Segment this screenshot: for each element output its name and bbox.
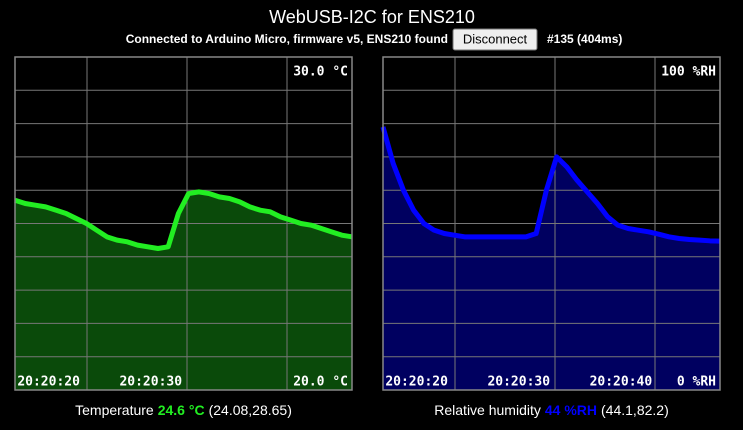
readout: Relative humidity 44 %RH (44.1,82.2) (434, 402, 668, 418)
line (380, 126, 721, 244)
area-fill (15, 191, 352, 390)
counter: #135 (404ms) (547, 32, 622, 46)
status: Connected to Arduino Micro, firmware v5,… (126, 32, 448, 46)
area-fill (383, 126, 720, 391)
x-tick-label: 20:20:40 (590, 375, 653, 390)
line (14, 189, 353, 251)
disconnect-button[interactable] (452, 28, 538, 51)
y-tick-label: 20.0 °C (293, 375, 348, 390)
button-label[interactable]: Disconnect (463, 31, 528, 46)
y-tick-label: 0 %RH (677, 375, 716, 390)
readout-label: Temperature (75, 402, 154, 418)
title: WebUSB-I2C for ENS210 (269, 7, 475, 27)
readout-label: Relative humidity (434, 402, 541, 418)
plot-border (14, 56, 353, 391)
readout-value: 24.6 °C (158, 402, 205, 418)
y-tick-label: 30.0 °C (293, 65, 348, 80)
x-tick-label: 20:20:20 (385, 375, 448, 390)
readout-range: (24.08,28.65) (209, 402, 292, 418)
plot-border (382, 56, 721, 391)
x-tick-label: 20:20:30 (487, 375, 550, 390)
y-tick-label: 100 %RH (661, 65, 716, 80)
readout-value: 44 %RH (545, 402, 597, 418)
readout-range: (44.1,82.2) (601, 402, 669, 418)
readout: Temperature 24.6 °C (24.08,28.65) (75, 402, 292, 418)
x-tick-label: 20:20:20 (17, 375, 80, 390)
x-tick-label: 20:20:30 (119, 375, 182, 390)
